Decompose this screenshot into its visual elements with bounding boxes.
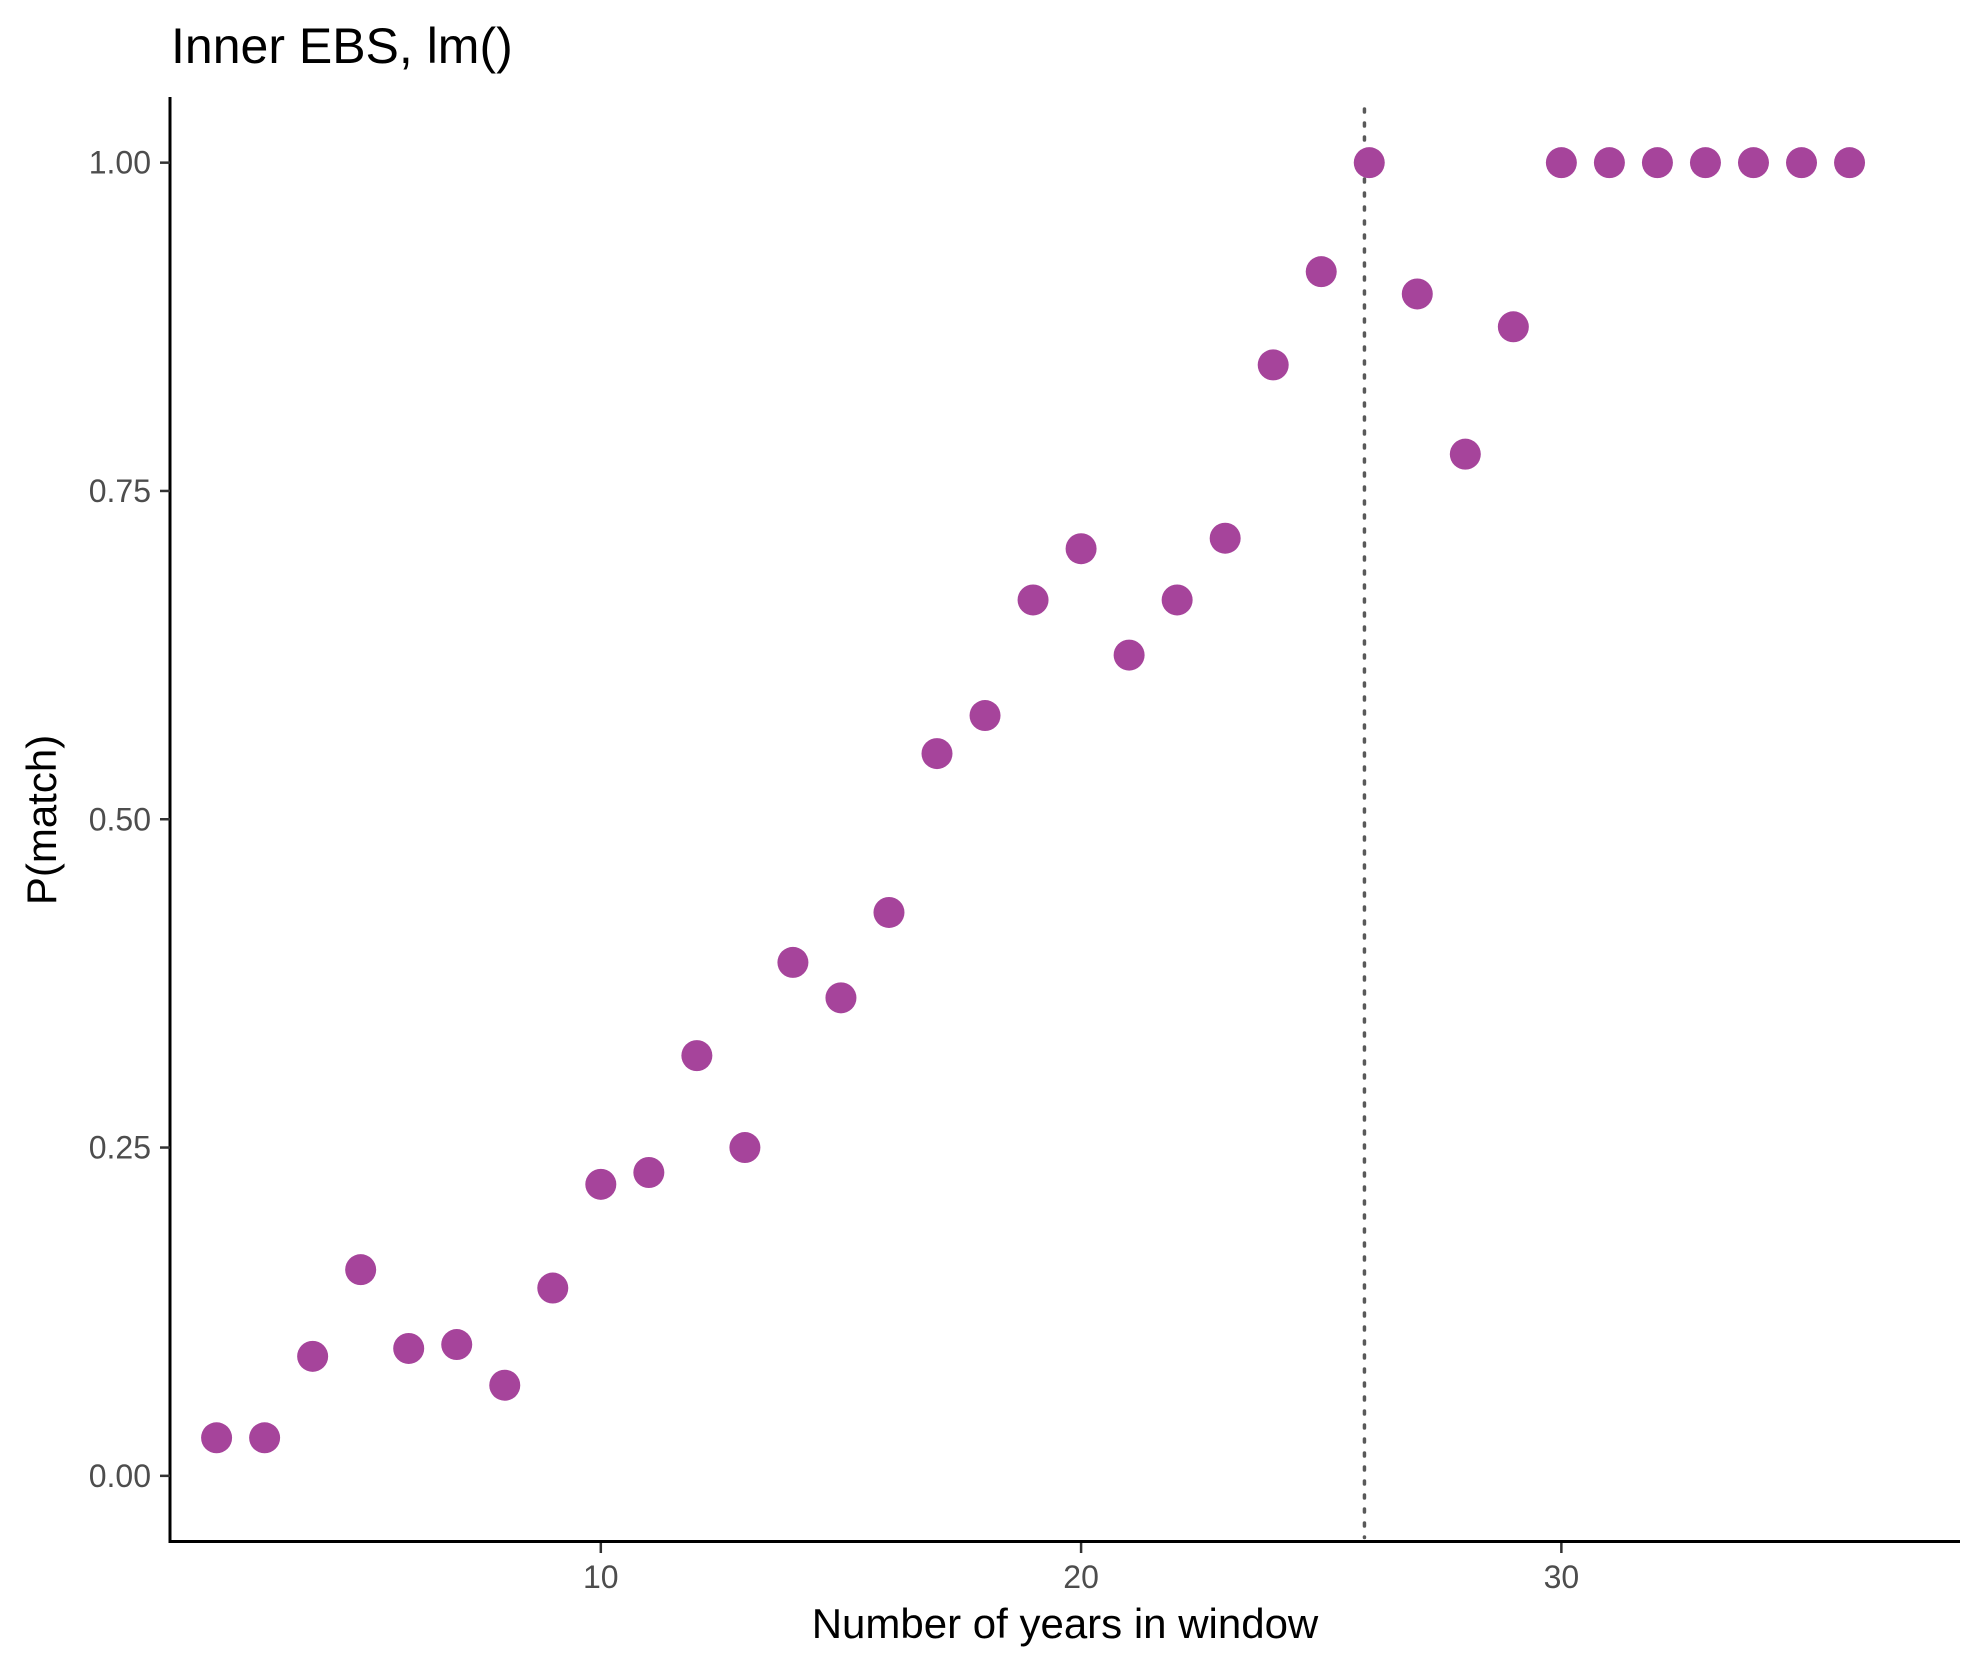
data-point [249, 1422, 281, 1454]
data-point [1209, 522, 1241, 554]
data-point [297, 1340, 329, 1372]
y-axis-title: P(match) [18, 735, 65, 905]
data-point [1305, 256, 1337, 288]
data-point [1257, 349, 1289, 381]
data-point [1593, 147, 1625, 179]
y-tick-label: 0.50 [89, 801, 151, 837]
y-tick-label: 0.25 [89, 1130, 151, 1166]
data-point [1113, 639, 1145, 671]
data-point [1449, 438, 1481, 470]
x-tick-label: 10 [583, 1559, 619, 1595]
data-point [969, 700, 1001, 732]
y-tick-label: 0.75 [89, 473, 151, 509]
data-point [585, 1168, 617, 1200]
data-point [1017, 584, 1049, 616]
chart-title: Inner EBS, lm() [171, 18, 513, 74]
data-point [1641, 147, 1673, 179]
data-point [633, 1156, 665, 1188]
data-point [393, 1332, 425, 1364]
data-point [729, 1132, 761, 1164]
data-point [489, 1369, 521, 1401]
data-point [777, 946, 809, 978]
data-point [345, 1254, 377, 1286]
data-point [1497, 311, 1529, 343]
data-point [873, 896, 905, 928]
data-point [201, 1422, 233, 1454]
data-point [921, 738, 953, 770]
data-point [441, 1329, 473, 1361]
data-point [825, 982, 857, 1014]
plot-area [201, 107, 1866, 1540]
data-point [1353, 147, 1385, 179]
y-tick-label: 1.00 [89, 145, 151, 181]
y-tick-label: 0.00 [89, 1458, 151, 1494]
data-point [1545, 147, 1577, 179]
x-tick-label: 20 [1063, 1559, 1099, 1595]
data-point [537, 1272, 569, 1304]
x-tick-label: 30 [1544, 1559, 1580, 1595]
data-point [1401, 278, 1433, 310]
data-point [1737, 147, 1769, 179]
data-point [1786, 147, 1818, 179]
y-axis-ticks: 0.00 0.25 0.50 0.75 1.00 [89, 145, 170, 1494]
data-point [1834, 147, 1866, 179]
x-axis-ticks: 10 20 30 [583, 1543, 1579, 1595]
data-point [1161, 584, 1193, 616]
data-point [1689, 147, 1721, 179]
x-axis-title: Number of years in window [812, 1600, 1319, 1647]
data-point [1065, 533, 1097, 565]
data-point [681, 1040, 713, 1072]
